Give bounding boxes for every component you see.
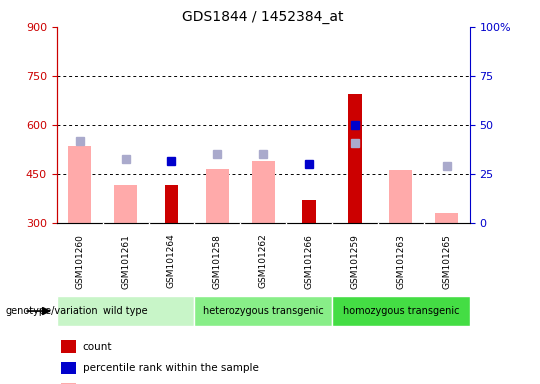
Text: GSM101261: GSM101261 [121, 233, 130, 288]
Bar [61, 362, 76, 374]
Text: GSM101260: GSM101260 [75, 233, 84, 288]
Bar [57, 296, 194, 326]
Text: GSM101258: GSM101258 [213, 233, 222, 288]
Text: count: count [83, 342, 112, 352]
Text: homozygous transgenic: homozygous transgenic [343, 306, 459, 316]
Text: GSM101262: GSM101262 [259, 233, 268, 288]
Bar [61, 341, 76, 353]
Bar [114, 185, 137, 223]
Text: percentile rank within the sample: percentile rank within the sample [83, 363, 259, 373]
Text: GSM101263: GSM101263 [396, 233, 406, 288]
Bar [252, 161, 275, 223]
Text: GSM101264: GSM101264 [167, 233, 176, 288]
Text: heterozygous transgenic: heterozygous transgenic [203, 306, 323, 316]
Bar [389, 170, 413, 223]
Title: GDS1844 / 1452384_at: GDS1844 / 1452384_at [183, 10, 344, 25]
Bar [302, 200, 316, 223]
Text: genotype/variation: genotype/variation [5, 306, 98, 316]
Bar [68, 146, 91, 223]
Bar [61, 383, 76, 384]
Bar [332, 296, 470, 326]
Text: wild type: wild type [103, 306, 148, 316]
Bar [165, 185, 178, 223]
Text: GSM101266: GSM101266 [305, 233, 314, 288]
Text: GSM101259: GSM101259 [350, 233, 360, 288]
Bar [348, 94, 362, 223]
Bar [206, 169, 229, 223]
Bar [435, 213, 458, 223]
Text: GSM101265: GSM101265 [442, 233, 451, 288]
Bar [194, 296, 332, 326]
